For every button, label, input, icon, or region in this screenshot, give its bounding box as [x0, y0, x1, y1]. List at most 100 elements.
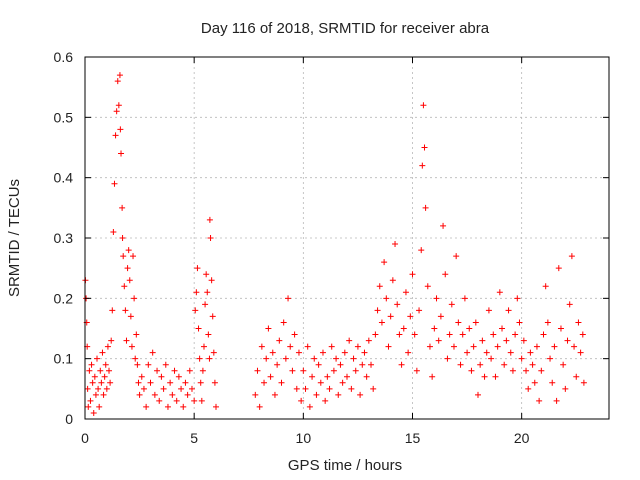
data-point: [505, 307, 512, 314]
data-point: [99, 349, 106, 356]
data-point: [416, 307, 423, 314]
data-point: [193, 289, 200, 296]
data-point: [549, 379, 556, 386]
data-point: [104, 343, 111, 350]
data-point: [525, 385, 532, 392]
data-point: [180, 403, 187, 410]
data-point: [472, 319, 479, 326]
data-point: [295, 349, 302, 356]
data-point: [557, 325, 564, 332]
data-point: [101, 373, 108, 380]
data-point: [92, 391, 99, 398]
data-point: [361, 349, 368, 356]
data-point: [169, 391, 176, 398]
data-point: [131, 295, 138, 302]
data-point: [306, 403, 313, 410]
data-point: [302, 385, 309, 392]
data-point: [276, 337, 283, 344]
data-point: [413, 367, 420, 374]
data-point: [433, 295, 440, 302]
data-point: [335, 391, 342, 398]
data-point: [108, 337, 115, 344]
data-point: [123, 337, 130, 344]
data-point: [440, 222, 447, 229]
data-point: [88, 361, 95, 368]
data-point: [575, 319, 582, 326]
data-point: [269, 349, 276, 356]
data-point: [160, 385, 167, 392]
data-point: [191, 397, 198, 404]
data-point: [124, 265, 131, 272]
data-point: [119, 235, 126, 241]
data-point: [261, 379, 268, 386]
data-point: [566, 301, 573, 308]
data-point: [136, 391, 143, 398]
data-point: [125, 247, 132, 254]
data-point: [496, 289, 503, 296]
data-point: [392, 241, 399, 248]
data-point: [96, 403, 103, 410]
data-point: [365, 337, 372, 344]
data-point: [175, 373, 182, 380]
data-point: [291, 331, 298, 338]
data-point: [311, 355, 318, 362]
data-point: [544, 319, 551, 326]
data-point: [256, 403, 263, 410]
data-point: [135, 379, 142, 386]
data-point: [421, 144, 428, 151]
data-point: [405, 349, 412, 356]
data-point: [194, 265, 201, 272]
data-point: [203, 271, 210, 278]
data-point: [210, 349, 217, 356]
data-point: [298, 397, 305, 404]
data-point: [116, 72, 123, 79]
data-point: [113, 108, 120, 115]
data-point: [115, 102, 122, 109]
data-point: [527, 349, 534, 356]
data-point: [322, 397, 329, 404]
data-point: [562, 385, 569, 392]
data-point: [112, 132, 119, 139]
data-point: [121, 283, 128, 290]
data-point: [127, 313, 134, 320]
data-point: [304, 343, 311, 350]
data-point: [431, 325, 438, 332]
data-point: [100, 391, 107, 398]
data-point: [156, 397, 163, 404]
data-point: [162, 361, 169, 368]
data-point: [133, 331, 140, 338]
data-point: [208, 277, 215, 284]
data-point: [419, 162, 426, 169]
data-point: [459, 331, 466, 338]
data-point: [446, 331, 453, 338]
data-point: [370, 385, 377, 392]
data-point: [164, 403, 171, 410]
data-point: [128, 343, 135, 350]
data-point: [274, 361, 281, 368]
data-point: [398, 361, 405, 368]
data-point: [448, 301, 455, 308]
data-point: [90, 409, 97, 416]
data-point: [106, 367, 113, 374]
x-tick-label: 5: [190, 430, 198, 446]
data-point: [479, 337, 486, 344]
data-point: [426, 343, 433, 350]
data-point: [568, 253, 575, 260]
data-point: [455, 319, 462, 326]
data-point: [158, 373, 165, 380]
data-point: [418, 247, 425, 254]
data-point: [213, 403, 219, 410]
data-point: [357, 391, 364, 398]
data-point: [110, 228, 117, 235]
data-point: [344, 373, 350, 380]
data-point: [182, 379, 189, 386]
data-point: [540, 331, 547, 338]
y-axis-label: SRMTID / TECUs: [6, 179, 23, 297]
data-point: [383, 295, 390, 302]
data-point: [111, 180, 118, 187]
data-point: [209, 313, 216, 320]
data-point: [151, 391, 158, 398]
data-point: [97, 367, 104, 374]
data-point: [140, 385, 147, 392]
